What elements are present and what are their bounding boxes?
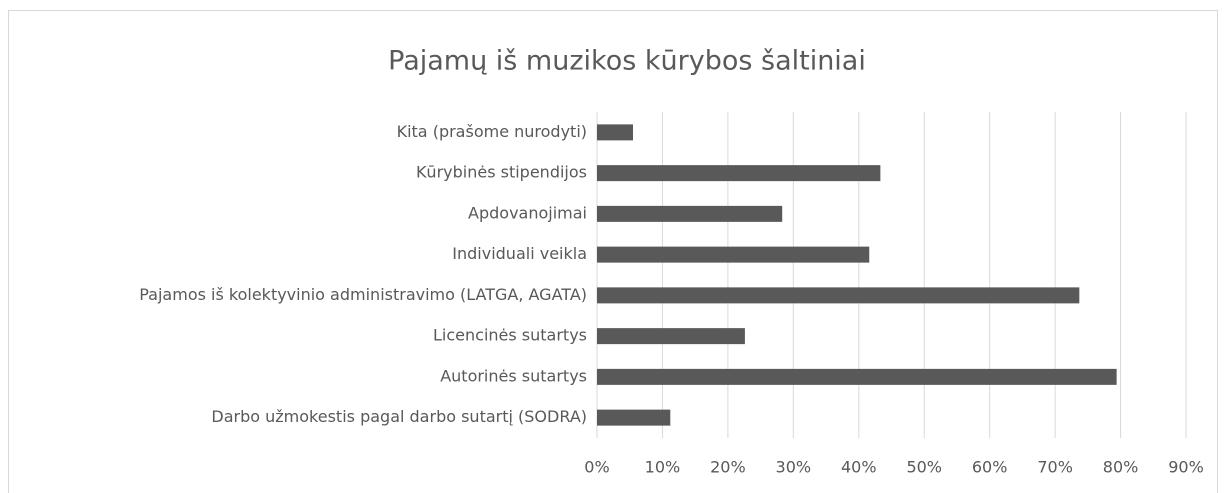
bar (597, 205, 783, 222)
bar (597, 368, 1117, 385)
x-tick-label: 90% (1168, 458, 1204, 477)
x-tick-label: 50% (906, 458, 942, 477)
bar (597, 287, 1080, 304)
x-tick-label: 60% (972, 458, 1008, 477)
x-tick-label: 0% (584, 458, 609, 477)
y-tick-label: Licencinės sutartys (433, 326, 587, 345)
x-tick-label: 20% (710, 458, 746, 477)
y-tick-label: Autorinės sutartys (440, 366, 587, 385)
y-tick-label: Individuali veikla (452, 244, 587, 263)
bar (597, 165, 881, 182)
bar (597, 409, 671, 426)
bar (597, 124, 633, 141)
bar (597, 246, 870, 263)
x-tick-label: 10% (645, 458, 681, 477)
chart-title: Pajamų iš muzikos kūrybos šaltiniai (388, 46, 866, 77)
x-tick-label: 70% (1037, 458, 1073, 477)
y-tick-label: Apdovanojimai (468, 203, 587, 222)
y-tick-label: Darbo užmokestis pagal darbo sutartį (SO… (211, 407, 587, 426)
y-tick-label: Kita (prašome nurodyti) (397, 122, 587, 141)
x-tick-label: 40% (841, 458, 877, 477)
y-tick-label: Pajamos iš kolektyvinio administravimo (… (139, 285, 587, 304)
bar (597, 328, 745, 345)
x-tick-label: 30% (776, 458, 812, 477)
x-tick-label: 80% (1103, 458, 1139, 477)
y-tick-label: Kūrybinės stipendijos (416, 163, 587, 182)
